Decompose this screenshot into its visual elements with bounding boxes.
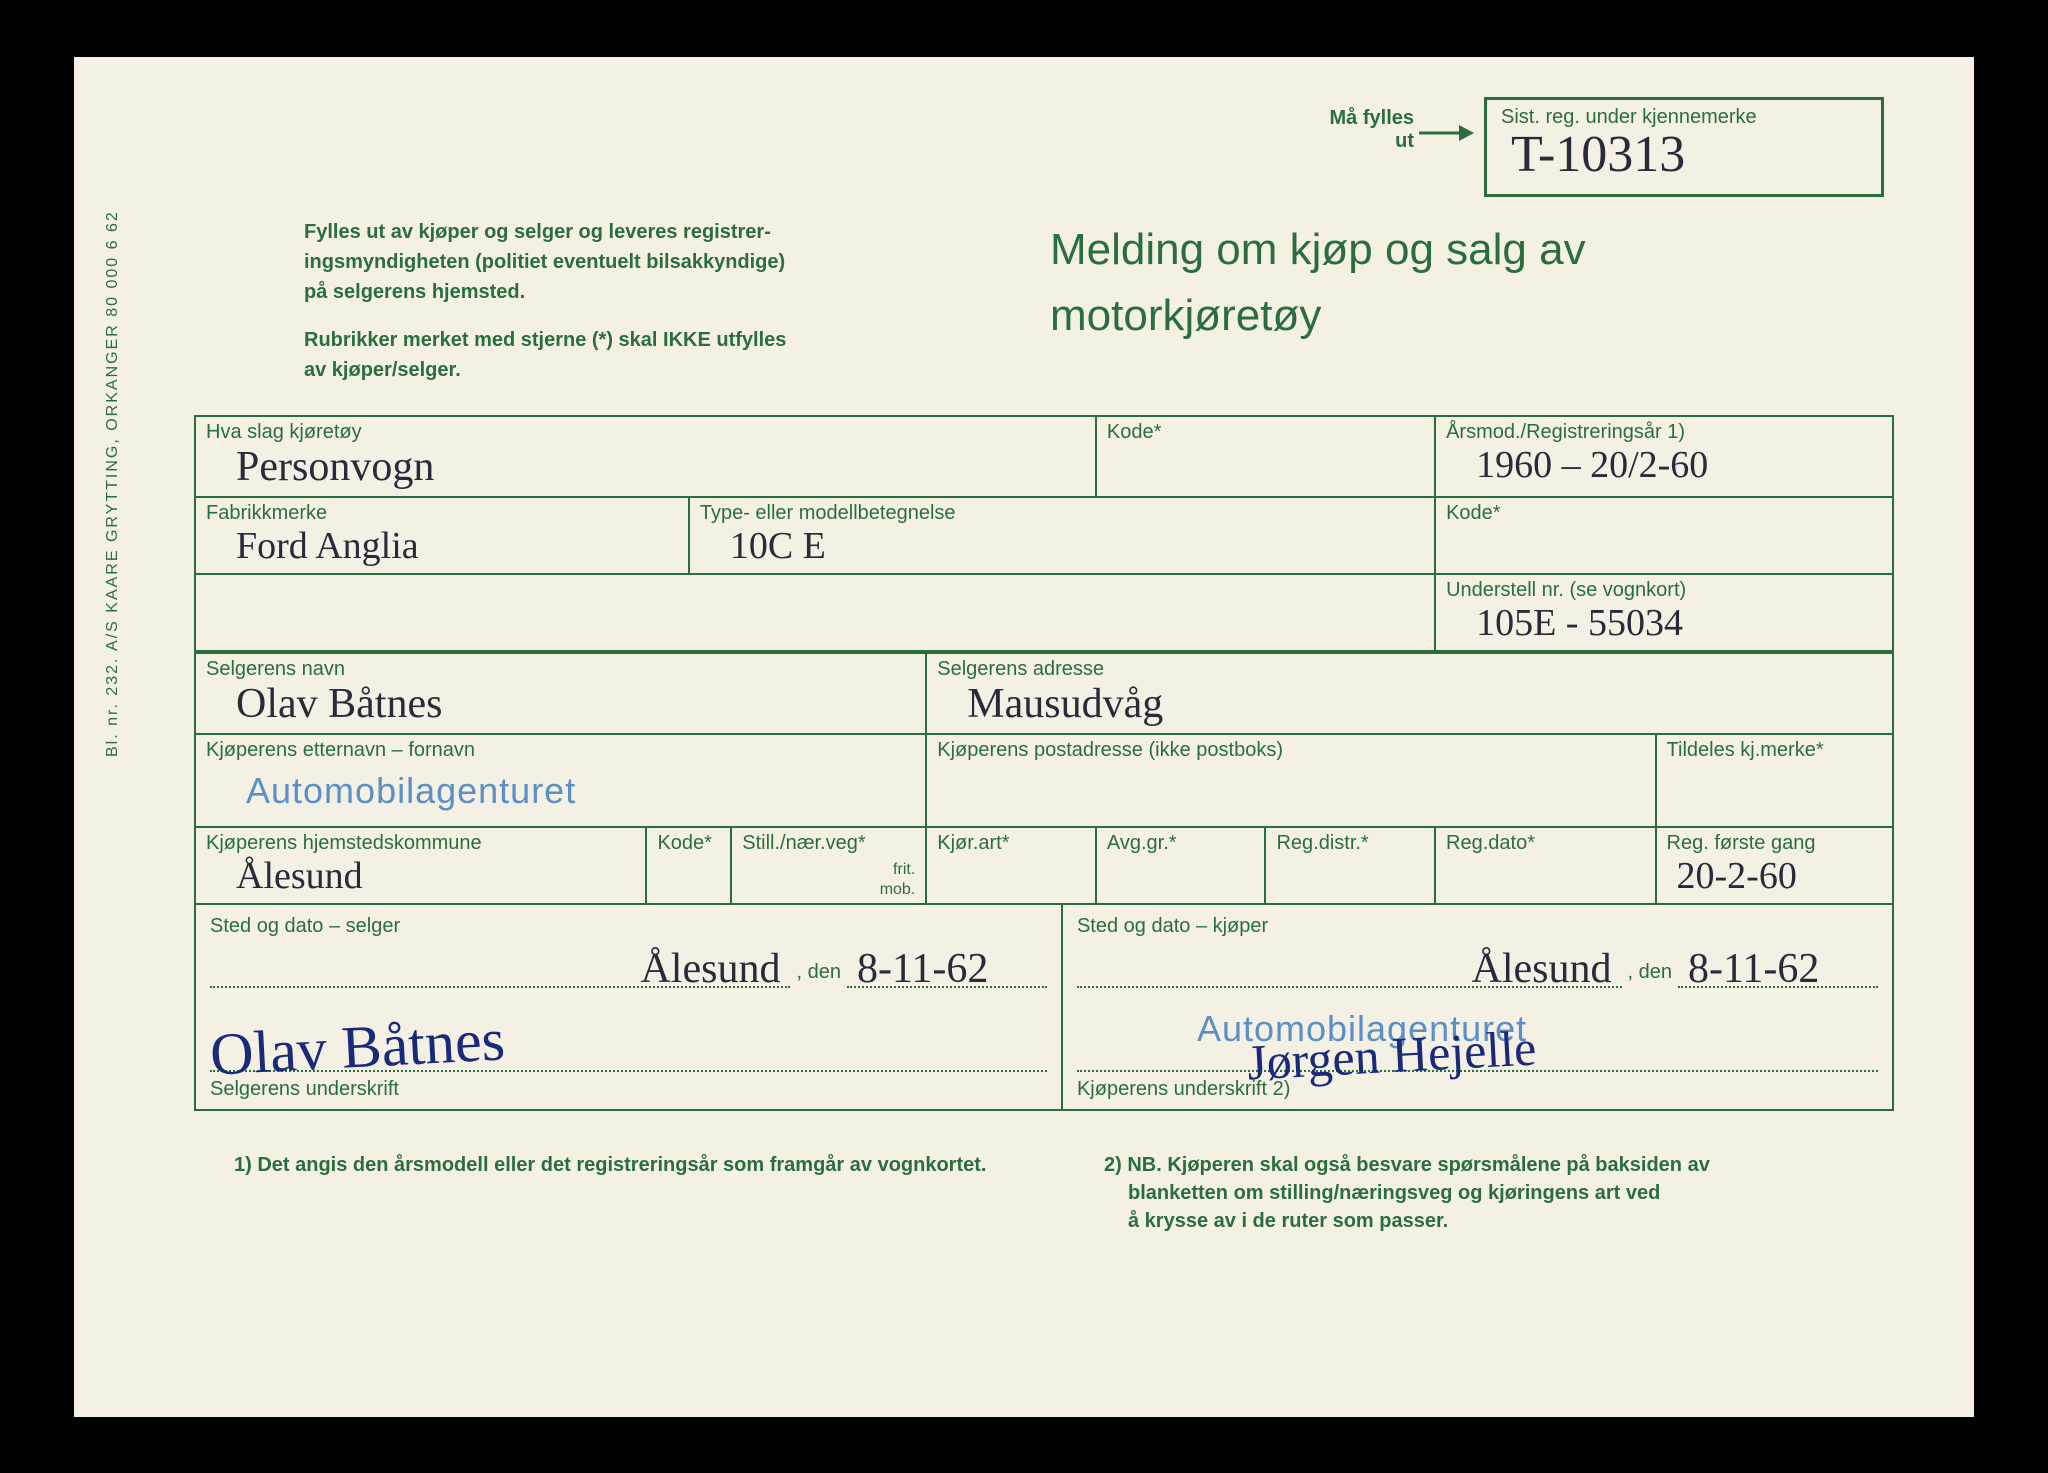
row-signatures: Sted og dato – selger Ålesund , den 8-11… [196, 905, 1892, 1109]
regdistr-label: Reg.distr.* [1266, 828, 1434, 857]
mob-label: mob. [732, 881, 925, 901]
row-vehicle: Hva slag kjøretøy Personvogn Kode* Årsmo… [196, 417, 1892, 498]
make-label: Fabrikkmerke [196, 498, 688, 527]
form-grid-2: Selgerens navn Olav Båtnes Selgerens adr… [194, 652, 1894, 1111]
kode-label-3: Kode* [647, 828, 730, 857]
inst-l5: av kjøper/selger. [304, 359, 461, 381]
buyer-addr-label: Kjøperens postadresse (ikke postboks) [927, 735, 1654, 764]
title-l2: motorkjøretøy [1050, 291, 1321, 340]
seller-signature: Olav Båtnes [208, 1005, 506, 1089]
place-seller: Ålesund [640, 948, 780, 990]
side-print-text: Bl. nr. 232. A/S KAARE GRYTTING, ORKANGE… [104, 210, 122, 757]
year-label: Årsmod./Registreringsår 1) [1436, 417, 1892, 446]
seller-addr-value: Mausudvåg [927, 683, 1892, 733]
kode-label-2: Kode* [1436, 498, 1892, 527]
inst-l3: på selgerens hjemsted. [304, 281, 525, 303]
frit-label: frit. [732, 857, 925, 881]
registration-box: Sist. reg. under kjennemerke T-10313 [1484, 97, 1884, 197]
year-value: 1960 – 20/2-60 [1436, 446, 1892, 492]
footnote-1: 1) Det angis den årsmodell eller det reg… [234, 1151, 1044, 1179]
vehicle-type-label: Hva slag kjøretøy [196, 417, 1095, 446]
inst-l2: ingsmyndigheten (politiet eventuelt bils… [304, 251, 785, 273]
title-l1: Melding om kjøp og salg av [1050, 225, 1586, 274]
footnote-2a: 2) NB. Kjøperen skal også besvare spørsm… [1104, 1151, 1894, 1179]
instruction-block-1: Fylles ut av kjøper og selger og leveres… [304, 217, 1010, 307]
row-chassis: Understell nr. (se vognkort) 105E - 5503… [196, 575, 1892, 652]
make-value: Ford Anglia [196, 527, 688, 573]
kjor-label: Kjør.art* [927, 828, 1095, 857]
avg-label: Avg.gr.* [1097, 828, 1265, 857]
row-make: Fabrikkmerke Ford Anglia Type- eller mod… [196, 498, 1892, 575]
den-2: , den [1622, 961, 1678, 988]
still-label: Still./nær.veg* [732, 828, 925, 857]
buyer-name-stamp: Automobilagenturet [196, 764, 925, 826]
regforste-value: 20-2-60 [1657, 857, 1892, 903]
ma-fylles-label: Må fylles ut [1330, 107, 1414, 153]
regforste-label: Reg. første gang [1657, 828, 1892, 857]
seller-addr-label: Selgerens adresse [927, 654, 1892, 683]
tildeles-label: Tildeles kj.merke* [1657, 735, 1892, 764]
footnote-2c: å krysse av i de ruter som passer. [1104, 1207, 1894, 1235]
ma-fylles-1: Må fylles [1330, 107, 1414, 129]
kommune-value: Ålesund [196, 857, 645, 903]
registration-number: T-10313 [1501, 129, 1867, 181]
kode-label-1: Kode* [1097, 417, 1434, 446]
instruction-block-2: Rubrikker merket med stjerne (*) skal IK… [304, 325, 1010, 385]
model-label: Type- eller modellbetegnelse [690, 498, 1434, 527]
sted-selger-label: Sted og dato – selger [210, 911, 1047, 940]
form-title: Melding om kjøp og salg av motorkjøretøy [1050, 217, 1894, 349]
den-1: , den [790, 961, 846, 988]
arrow-icon [1419, 119, 1474, 147]
form-page: Bl. nr. 232. A/S KAARE GRYTTING, ORKANGE… [74, 57, 1974, 1417]
regdato-label: Reg.dato* [1436, 828, 1654, 857]
kommune-label: Kjøperens hjemstedskommune [196, 828, 645, 857]
date-buyer: 8-11-62 [1688, 948, 1819, 990]
row-buyer: Kjøperens etternavn – fornavn Automobila… [196, 735, 1892, 828]
seller-name-label: Selgerens navn [196, 654, 925, 683]
place-buyer: Ålesund [1472, 948, 1612, 990]
chassis-label: Understell nr. (se vognkort) [1436, 575, 1892, 604]
row-seller: Selgerens navn Olav Båtnes Selgerens adr… [196, 652, 1892, 735]
inst-l4: Rubrikker merket med stjerne (*) skal IK… [304, 329, 786, 351]
seller-name-value: Olav Båtnes [196, 683, 925, 733]
buyer-name-label: Kjøperens etternavn – fornavn [196, 735, 925, 764]
model-value: 10C E [690, 527, 1434, 573]
ma-fylles-2: ut [1395, 130, 1414, 152]
chassis-value: 105E - 55034 [1436, 604, 1892, 650]
form-grid: Hva slag kjøretøy Personvogn Kode* Årsmo… [194, 415, 1894, 652]
sted-kjoper-label: Sted og dato – kjøper [1077, 911, 1878, 940]
vehicle-type-value: Personvogn [196, 446, 1095, 496]
inst-l1: Fylles ut av kjøper og selger og leveres… [304, 221, 771, 243]
row-kommune: Kjøperens hjemstedskommune Ålesund Kode*… [196, 828, 1892, 905]
footnote-2b: blanketten om stilling/næringsveg og kjø… [1104, 1179, 1894, 1207]
date-seller: 8-11-62 [857, 948, 988, 990]
